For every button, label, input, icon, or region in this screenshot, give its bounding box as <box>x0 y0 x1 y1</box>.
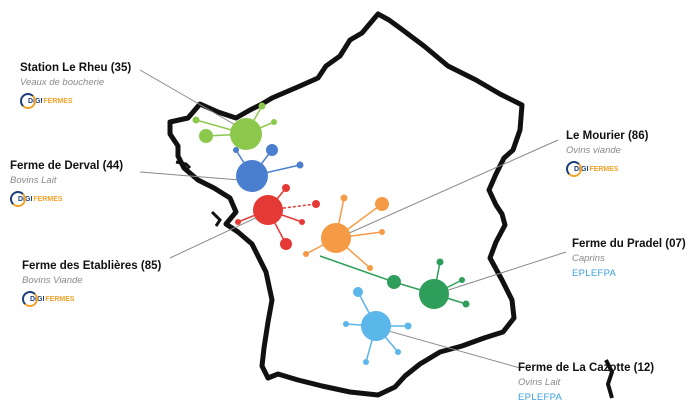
farm-type: Ovins viande <box>566 145 621 156</box>
cluster-pradel[interactable] <box>319 255 470 309</box>
node <box>459 277 465 283</box>
org-label: EPLEFPA <box>572 268 617 279</box>
digifermes-logo: DIGI FERMES <box>10 190 123 208</box>
cluster-derval[interactable] <box>233 144 304 192</box>
node <box>266 144 278 156</box>
logo-fermes: FERMES <box>33 195 63 203</box>
cluster-cazotte[interactable] <box>343 287 412 365</box>
logo-fermes: FERMES <box>589 165 619 173</box>
farm-label-pradel: Ferme du Pradel (07) Caprins EPLEFPA <box>572 238 686 279</box>
node <box>312 200 320 208</box>
node <box>192 116 200 124</box>
org-label: EPLEFPA <box>518 392 563 403</box>
digifermes-logo: DIGI FERMES <box>20 92 131 110</box>
node <box>375 197 389 211</box>
digifermes-logo: DIGI FERMES <box>566 160 648 178</box>
node <box>367 265 373 271</box>
digifermes-ring-icon <box>22 291 38 307</box>
node-main <box>230 118 262 150</box>
node <box>340 194 348 202</box>
node <box>233 147 239 153</box>
digifermes-ring-icon <box>10 191 26 207</box>
corsica-outline <box>604 359 615 399</box>
node <box>363 359 369 365</box>
node <box>395 349 401 355</box>
node <box>280 238 292 250</box>
farm-type: Caprins <box>572 253 605 264</box>
node <box>258 102 266 110</box>
digifermes-ring-icon <box>566 161 582 177</box>
node <box>343 321 349 327</box>
logo-fermes: FERMES <box>45 295 75 303</box>
cluster-etablieres[interactable] <box>235 184 320 250</box>
node <box>296 161 304 169</box>
farm-label-le-rheu: Station Le Rheu (35) Veaux de boucherie … <box>20 62 131 110</box>
node <box>462 300 470 308</box>
farm-name: Ferme du Pradel (07) <box>572 238 686 250</box>
farm-label-derval: Ferme de Derval (44) Bovins Lait DIGI FE… <box>10 160 123 208</box>
logo-fermes: FERMES <box>43 97 73 105</box>
farm-name: Ferme de Derval (44) <box>10 160 124 172</box>
island-oleron <box>210 210 222 227</box>
node <box>271 119 277 125</box>
node <box>353 287 363 297</box>
farm-name: Station Le Rheu (35) <box>20 62 132 74</box>
farm-label-etablieres: Ferme des Etablières (85) Bovins Viande … <box>22 260 161 308</box>
cluster-le-rheu[interactable] <box>192 102 278 151</box>
farm-type: Bovins Lait <box>10 175 57 186</box>
node-main <box>361 311 391 341</box>
farm-name: Ferme de La Cazotte (12) <box>518 362 655 374</box>
node <box>379 229 385 235</box>
node <box>299 219 305 225</box>
node <box>387 275 401 289</box>
digifermes-ring-icon <box>20 93 36 109</box>
farm-type: Veaux de boucherie <box>20 77 105 88</box>
farm-type: Ovins Lait <box>518 377 561 388</box>
farm-label-mourier: Le Mourier (86) Ovins viande DIGI FERMES <box>566 130 648 178</box>
farm-label-cazotte: Ferme de La Cazotte (12) Ovins Lait EPLE… <box>518 362 654 403</box>
node-main <box>253 195 283 225</box>
node-main <box>419 279 449 309</box>
node-main <box>321 223 351 253</box>
node-main <box>236 160 268 192</box>
node <box>404 322 412 330</box>
farm-name: Le Mourier (86) <box>566 130 649 142</box>
node <box>235 219 241 225</box>
node <box>436 258 444 266</box>
node <box>282 184 290 192</box>
leader-lines <box>139 69 567 369</box>
node <box>199 129 213 143</box>
island-ile-de-re <box>175 160 192 170</box>
farm-type: Bovins Viande <box>22 275 83 286</box>
france-outline <box>167 11 525 398</box>
node <box>303 251 309 257</box>
cluster-mourier[interactable] <box>303 194 389 272</box>
digifermes-logo: DIGI FERMES <box>22 290 161 308</box>
farm-name: Ferme des Etablières (85) <box>22 260 162 272</box>
